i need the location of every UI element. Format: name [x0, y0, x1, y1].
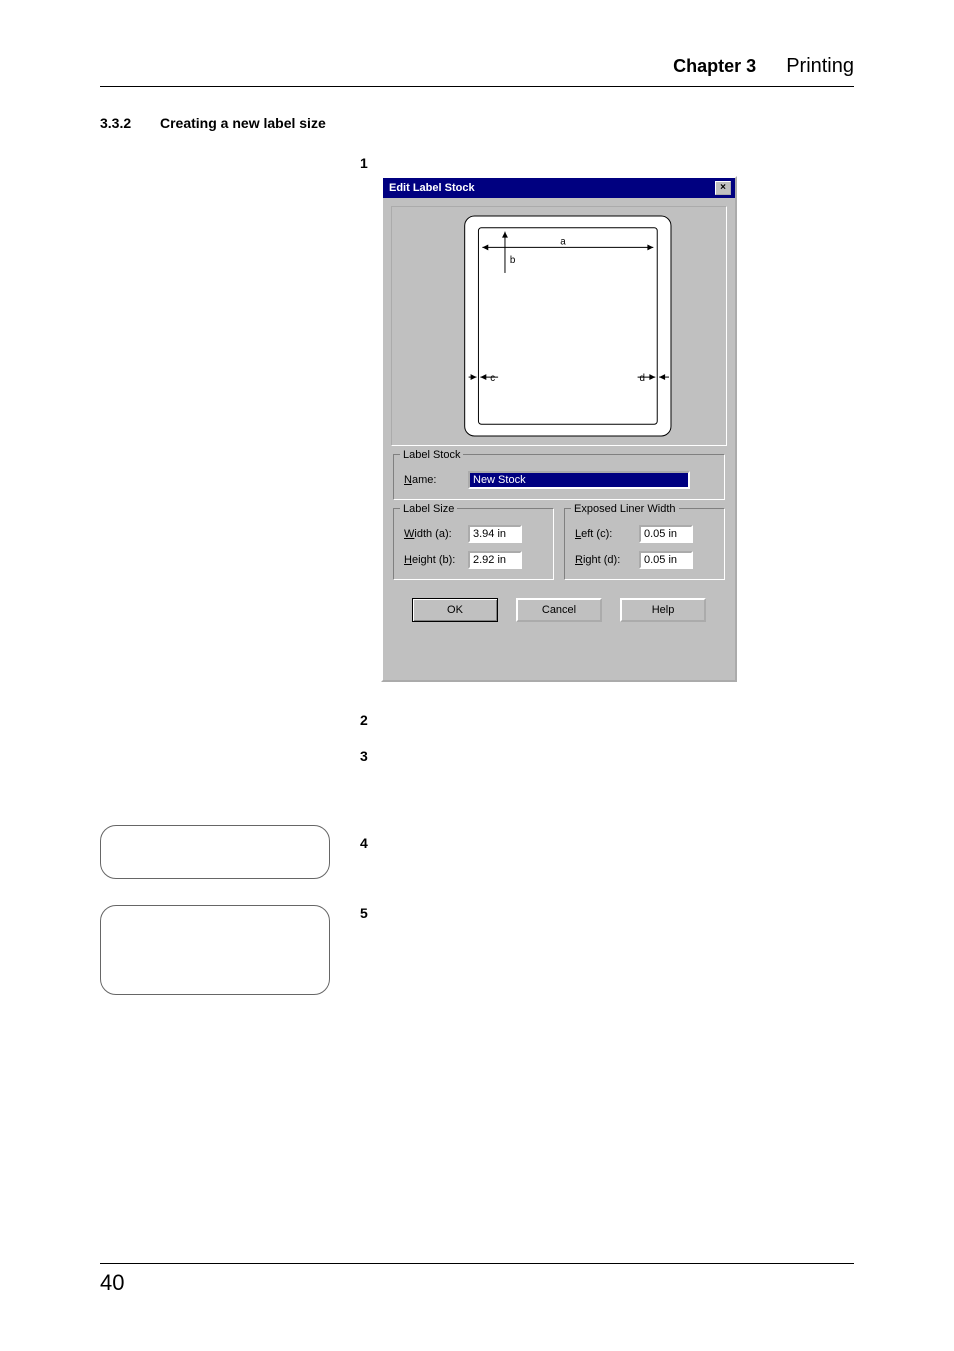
cancel-button[interactable]: Cancel: [516, 598, 602, 622]
step-number-1: 1: [360, 155, 368, 171]
height-label: Height (b):: [404, 554, 468, 566]
close-icon[interactable]: ×: [715, 181, 731, 195]
help-button[interactable]: Help: [620, 598, 706, 622]
liner-width-legend: Exposed Liner Width: [571, 503, 679, 515]
label-size-group: Label Size Width (a): Height (b):: [393, 508, 554, 580]
step-number-3: 3: [360, 748, 368, 764]
preview-label-a: a: [560, 236, 566, 247]
chapter-label: Chapter 3: [673, 56, 756, 77]
dialog-title: Edit Label Stock: [389, 182, 475, 194]
step-number-5: 5: [360, 905, 368, 921]
preview-label-c: c: [490, 373, 495, 384]
label-preview-svg: a b c d: [392, 207, 726, 445]
name-input[interactable]: New Stock: [468, 471, 690, 489]
label-size-legend: Label Size: [400, 503, 457, 515]
note-box: [100, 905, 330, 995]
ok-button[interactable]: OK: [412, 598, 498, 622]
label-preview: a b c d: [391, 206, 727, 446]
width-label: Width (a):: [404, 528, 468, 540]
right-label: Right (d):: [575, 554, 639, 566]
label-stock-group: Label Stock Name: New Stock: [393, 454, 725, 500]
right-input[interactable]: [639, 551, 693, 569]
dialog-button-row: OK Cancel Help: [393, 598, 725, 622]
height-input[interactable]: [468, 551, 522, 569]
section-title: Creating a new label size: [160, 115, 340, 131]
preview-label-d: d: [640, 373, 645, 384]
page-header: Chapter 3 Printing: [100, 55, 854, 87]
page-number: 40: [100, 1263, 854, 1296]
liner-width-group: Exposed Liner Width Left (c): Right (d):: [564, 508, 725, 580]
dialog-titlebar: Edit Label Stock ×: [383, 178, 735, 198]
label-stock-legend: Label Stock: [400, 449, 463, 461]
step-number-2: 2: [360, 712, 368, 728]
preview-label-b: b: [510, 255, 516, 266]
note-box: [100, 825, 330, 879]
section-number: 3.3.2: [100, 115, 131, 131]
width-input[interactable]: [468, 525, 522, 543]
name-label: Name:: [404, 474, 468, 486]
step-number-4: 4: [360, 835, 368, 851]
left-input[interactable]: [639, 525, 693, 543]
edit-label-stock-dialog: Edit Label Stock × a b c d: [381, 176, 737, 682]
left-label: Left (c):: [575, 528, 639, 540]
chapter-name: Printing: [786, 55, 854, 78]
